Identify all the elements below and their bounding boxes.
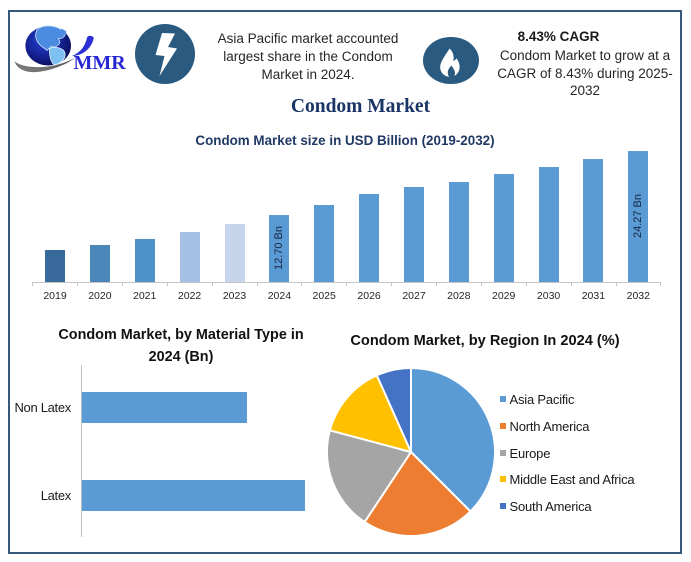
svg-text:MMR: MMR: [74, 52, 127, 74]
